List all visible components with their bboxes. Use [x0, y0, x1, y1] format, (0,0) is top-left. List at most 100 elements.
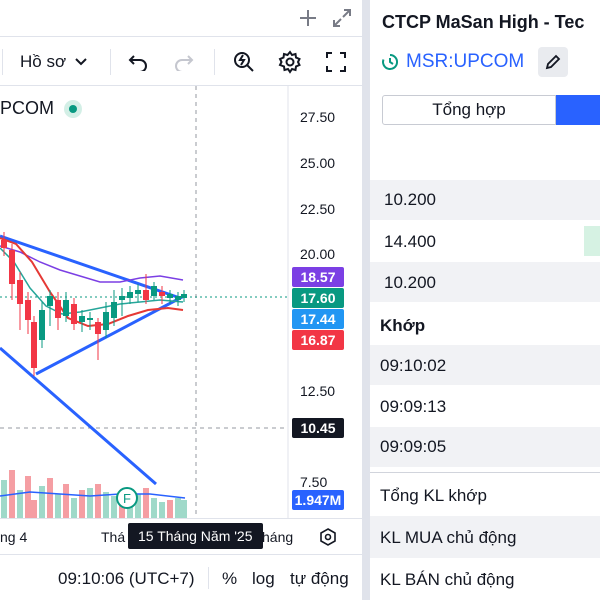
- candle-body: [1, 240, 7, 248]
- candle-body: [175, 296, 181, 300]
- price-chart[interactable]: F: [0, 86, 362, 518]
- list-item: 10.200: [370, 262, 600, 302]
- redo-icon[interactable]: [170, 48, 198, 76]
- market-open-icon: [64, 99, 82, 118]
- ma-blue-price-tag: 17.44: [292, 309, 344, 329]
- price-level: 10.200: [384, 190, 436, 209]
- candle-body: [31, 322, 37, 368]
- candle-body: [87, 318, 93, 320]
- price-tick: 27.50: [300, 109, 336, 125]
- candle-body: [71, 304, 77, 324]
- volume-bar: [63, 484, 69, 518]
- volume-bar: [55, 494, 61, 518]
- ma-red-line: [0, 237, 184, 328]
- profile-label: Hồ sơ: [20, 52, 67, 71]
- matched-header-row: Khớp: [370, 305, 600, 345]
- price-tick: 20.00: [300, 246, 336, 262]
- volume-bar: [119, 500, 125, 518]
- candle-body: [39, 310, 45, 340]
- price-tick: 7.50: [300, 474, 328, 490]
- add-icon[interactable]: [296, 6, 320, 30]
- volume-bar: [87, 488, 93, 518]
- candle-body: [159, 292, 165, 296]
- trade-time: 09:09:13: [380, 397, 447, 416]
- edit-button[interactable]: [538, 47, 569, 77]
- candle-body: [95, 322, 101, 334]
- chart-panel: Hồ sơ: [0, 0, 362, 600]
- ma-teal-line: [0, 247, 184, 315]
- volume-bar: [79, 490, 85, 518]
- profile-dropdown[interactable]: Hồ sơ: [20, 47, 88, 77]
- candle-body: [143, 290, 149, 300]
- crosshair-time-label: 15 Tháng Năm '25: [128, 523, 263, 549]
- chart-toolbar: Hồ sơ: [0, 36, 362, 86]
- stat-label: KL BÁN chủ động: [380, 570, 515, 589]
- candle-body: [167, 294, 173, 298]
- volume-bar: [31, 500, 37, 518]
- symbol-legend: PCOM: [0, 98, 82, 119]
- candlesticks: [1, 232, 187, 376]
- volume-bar: [135, 494, 141, 518]
- table-row: 09:09:05: [370, 427, 600, 467]
- table-row: 09:09:13: [370, 385, 600, 427]
- tab-summary[interactable]: Tổng hợp: [382, 95, 556, 125]
- tab-active[interactable]: [556, 95, 600, 125]
- undo-icon[interactable]: [124, 48, 152, 76]
- chart-header-strip: [0, 0, 362, 36]
- hexagon-settings-icon[interactable]: [316, 525, 340, 549]
- bottom-divider: [208, 567, 209, 589]
- candle-body: [119, 296, 125, 300]
- volume-bar: [1, 480, 7, 518]
- candle-body: [151, 286, 157, 296]
- candle-body: [127, 292, 133, 298]
- chevron-down-icon: [75, 58, 87, 66]
- time-axis[interactable]: ng 4 Thá háng 15 Tháng Năm '25: [0, 518, 362, 552]
- stat-label: Tổng KL khớp: [380, 486, 487, 505]
- ma-red-price-tag: 16.87: [292, 330, 344, 350]
- symbol-info-panel: CTCP MaSan High - Tec MSR:UPCOM Tổng hợp…: [370, 0, 600, 600]
- quick-search-icon[interactable]: [230, 48, 258, 76]
- company-name: CTCP MaSan High - Tec: [382, 12, 585, 32]
- list-item: 14.400: [370, 220, 600, 262]
- candle-body: [181, 294, 187, 298]
- volume-bar: [181, 500, 187, 518]
- volume-bar: [95, 484, 101, 518]
- candle-body: [79, 316, 85, 322]
- log-scale-toggle[interactable]: log: [252, 569, 275, 588]
- chart-bottom-bar: 09:10:06 (UTC+7) % log tự động: [0, 554, 362, 600]
- symbol-fragment: PCOM: [0, 98, 54, 118]
- stat-row: KL BÁN chủ động: [370, 558, 600, 600]
- toolbar-divider: [2, 49, 3, 75]
- time-label: Thá: [101, 529, 126, 545]
- time-label: háng: [262, 529, 294, 545]
- candle-body: [55, 300, 61, 318]
- panel-tabs: Tổng hợp: [382, 95, 600, 125]
- volume-ma-line: [0, 491, 186, 499]
- volume-bar: [71, 498, 77, 518]
- pencil-icon: [545, 54, 561, 70]
- toolbar-divider: [214, 49, 215, 75]
- trend-channel-line: [0, 346, 157, 486]
- volume-bar: [143, 488, 149, 518]
- volume-bar: [47, 478, 53, 518]
- gear-icon[interactable]: [276, 48, 304, 76]
- ma-purple-price-tag: 18.57: [292, 267, 344, 287]
- volume-bar: [159, 502, 165, 518]
- fullscreen-icon[interactable]: [322, 48, 350, 76]
- auto-scale-toggle[interactable]: tự động: [290, 569, 349, 588]
- trade-time: 09:10:02: [380, 356, 447, 375]
- table-row: 09:10:02: [370, 345, 600, 385]
- stat-label: KL MUA chủ động: [380, 528, 517, 547]
- ma-purple-line: [0, 245, 184, 283]
- expand-icon[interactable]: [330, 6, 354, 30]
- ticker-link[interactable]: MSR:UPCOM: [406, 51, 525, 72]
- volume-bar: [175, 498, 181, 518]
- clock-timezone[interactable]: 09:10:06 (UTC+7): [58, 569, 195, 588]
- matched-header: Khớp: [380, 316, 426, 335]
- percent-scale-toggle[interactable]: %: [222, 569, 238, 588]
- candle-body: [63, 300, 69, 316]
- volume-bar: [103, 492, 109, 518]
- stat-row: Tổng KL khớp: [370, 474, 600, 516]
- volume-bar: [584, 226, 600, 256]
- trendlines: [0, 234, 185, 486]
